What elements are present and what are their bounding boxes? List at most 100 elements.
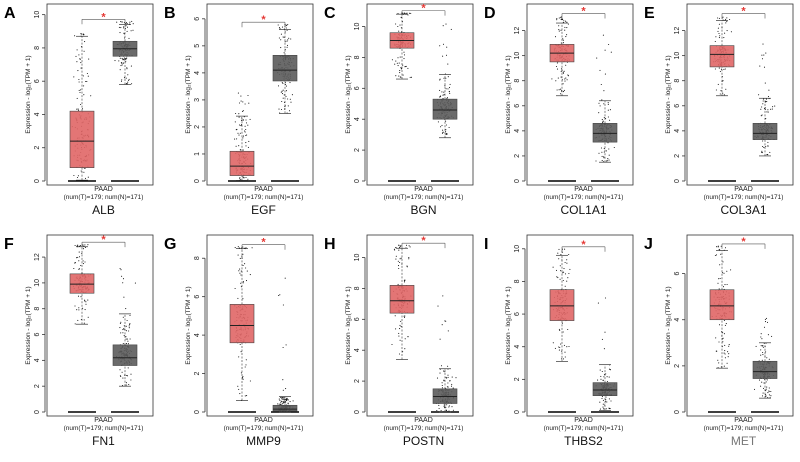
data-point	[410, 76, 413, 78]
y-tick-label: 8	[354, 55, 361, 59]
data-point	[278, 403, 280, 405]
data-point	[715, 350, 717, 352]
data-point	[282, 398, 284, 400]
data-point	[242, 280, 244, 283]
data-point	[446, 97, 448, 100]
data-point	[241, 123, 243, 125]
data-point	[79, 245, 81, 247]
data-point	[718, 324, 721, 326]
data-point	[244, 366, 246, 368]
data-point	[443, 370, 445, 372]
data-point	[768, 387, 770, 389]
data-point	[760, 349, 762, 351]
data-point	[761, 58, 764, 60]
data-point	[122, 282, 124, 284]
data-point	[566, 346, 568, 348]
normal-box	[272, 55, 298, 82]
data-point	[714, 68, 716, 70]
data-point	[607, 142, 609, 144]
data-point	[608, 154, 610, 156]
data-point	[410, 12, 412, 14]
y-axis-label: Expression - log₂(TPM + 1)	[345, 286, 352, 364]
data-point	[239, 132, 241, 134]
data-point	[126, 26, 129, 28]
y-axis-label: Expression - log₂(TPM + 1)	[505, 55, 512, 133]
data-point	[441, 91, 443, 93]
data-point	[452, 409, 454, 411]
data-point	[80, 62, 82, 64]
data-point	[400, 257, 402, 259]
data-point	[125, 338, 127, 340]
data-point	[245, 267, 247, 269]
data-point	[87, 244, 89, 246]
data-point	[278, 108, 280, 110]
data-point	[722, 332, 724, 334]
data-point	[761, 345, 764, 347]
y-tick-label: 2	[354, 379, 361, 383]
data-point	[406, 266, 408, 268]
data-point	[448, 91, 450, 93]
data-point	[551, 78, 553, 80]
sample-counts: (num(T)=179; num(N)=171)	[224, 194, 304, 201]
data-point	[568, 272, 570, 275]
data-point	[438, 407, 440, 410]
data-point	[126, 67, 128, 69]
data-point	[281, 100, 283, 103]
data-point	[284, 81, 286, 84]
data-point	[286, 46, 288, 48]
data-point	[407, 14, 409, 16]
data-point	[762, 145, 764, 148]
data-point	[86, 72, 88, 75]
y-axis-label: Expression - log₂(TPM + 1)	[185, 55, 192, 133]
data-point	[74, 323, 76, 325]
data-point	[763, 54, 765, 56]
data-point	[283, 36, 285, 38]
data-point	[446, 386, 448, 388]
data-point	[290, 101, 292, 103]
gene-label: MET	[731, 434, 757, 448]
data-point	[77, 319, 79, 321]
panel-letter: J	[644, 236, 653, 253]
data-point	[403, 51, 405, 53]
data-point	[724, 247, 727, 249]
data-point	[282, 379, 284, 381]
data-point	[126, 338, 128, 340]
y-tick-label: 3	[194, 98, 201, 102]
data-point	[398, 247, 401, 249]
data-point	[559, 278, 561, 280]
significance-star: *	[261, 237, 266, 249]
data-point	[761, 151, 763, 153]
data-point	[87, 176, 89, 178]
data-point	[446, 97, 448, 99]
data-point	[768, 394, 770, 396]
data-point	[558, 25, 560, 27]
significance-star: *	[741, 6, 746, 18]
data-point	[407, 336, 409, 338]
data-point	[238, 113, 240, 115]
data-point	[128, 383, 130, 386]
data-point	[715, 36, 717, 38]
data-point	[761, 54, 763, 56]
data-point	[436, 409, 438, 412]
data-point	[610, 51, 612, 53]
data-point	[283, 396, 285, 398]
data-point	[130, 65, 132, 67]
y-tick-label: 12	[514, 27, 521, 35]
data-point	[718, 341, 720, 343]
data-point	[443, 77, 445, 79]
data-point	[282, 397, 284, 399]
data-point	[74, 35, 76, 37]
data-point	[563, 70, 565, 72]
data-point	[239, 343, 241, 346]
data-point	[123, 296, 125, 298]
y-tick-label: 4	[514, 345, 521, 349]
panel-letter: I	[484, 236, 488, 253]
data-point	[561, 358, 563, 360]
data-point	[556, 68, 559, 70]
data-point	[278, 26, 281, 29]
data-point	[397, 65, 399, 67]
y-tick-label: 4	[34, 358, 41, 362]
data-point	[247, 146, 249, 148]
data-point	[127, 343, 129, 345]
data-point	[562, 279, 564, 282]
